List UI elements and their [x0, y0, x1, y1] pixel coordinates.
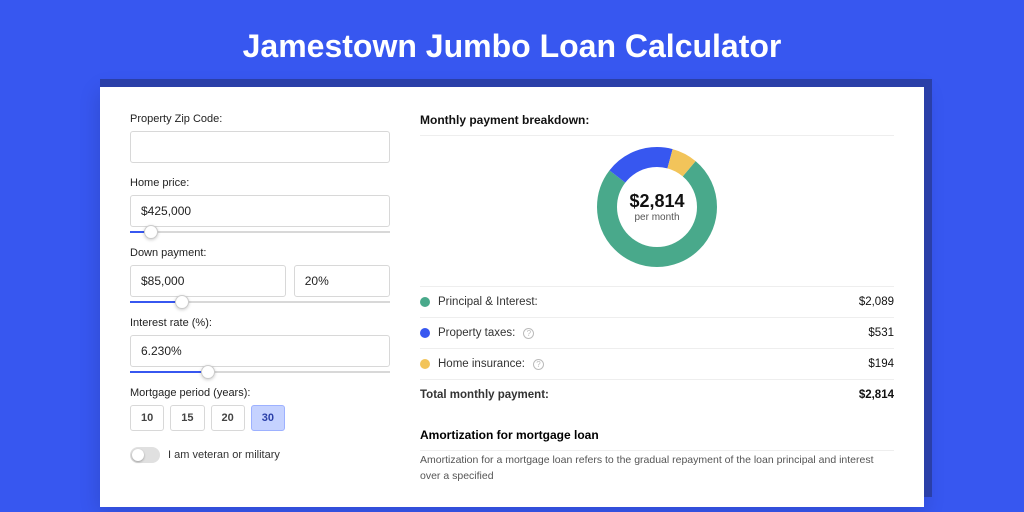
down-payment-percent-input[interactable]	[294, 265, 390, 297]
legend-dot	[420, 328, 430, 338]
breakdown-amount: $194	[868, 358, 894, 370]
breakdown-label: Property taxes:	[438, 327, 515, 339]
divider	[420, 135, 894, 136]
breakdown-list: Principal & Interest: $2,089 Property taxe…	[420, 286, 894, 379]
info-icon[interactable]: ?	[523, 328, 534, 339]
donut-chart: $2,814 per month	[592, 142, 722, 272]
period-field: Mortgage period (years): 1015 2030	[130, 387, 390, 431]
zip-input[interactable]	[130, 131, 390, 163]
breakdown-amount: $531	[868, 327, 894, 339]
period-button-20[interactable]: 20	[211, 405, 245, 431]
breakdown-label: Home insurance:	[438, 358, 525, 370]
period-button-30[interactable]: 30	[251, 405, 285, 431]
page-title: Jamestown Jumbo Loan Calculator	[0, 0, 1024, 87]
amortization-title: Amortization for mortgage loan	[420, 428, 894, 442]
zip-label: Property Zip Code:	[130, 113, 390, 125]
card-shadow-top	[100, 79, 932, 87]
donut-container: $2,814 per month	[420, 138, 894, 286]
home-price-label: Home price:	[130, 177, 390, 189]
period-button-15[interactable]: 15	[170, 405, 204, 431]
interest-rate-slider[interactable]	[130, 371, 390, 373]
legend-dot	[420, 359, 430, 369]
interest-rate-slider-thumb[interactable]	[201, 365, 215, 379]
total-label: Total monthly payment:	[420, 389, 549, 401]
breakdown-row: Home insurance:? $194	[420, 348, 894, 379]
down-payment-slider[interactable]	[130, 301, 390, 303]
breakdown-label: Principal & Interest:	[438, 296, 538, 308]
breakdown-row: Principal & Interest: $2,089	[420, 286, 894, 317]
home-price-slider[interactable]	[130, 231, 390, 233]
down-payment-slider-thumb[interactable]	[175, 295, 189, 309]
donut-center-label: per month	[634, 212, 679, 223]
legend-dot	[420, 297, 430, 307]
zip-field: Property Zip Code:	[130, 113, 390, 163]
info-icon[interactable]: ?	[533, 359, 544, 370]
period-label: Mortgage period (years):	[130, 387, 390, 399]
donut-amount: $2,814	[629, 191, 684, 212]
veteran-label: I am veteran or military	[168, 449, 280, 461]
home-price-input[interactable]	[130, 195, 390, 227]
breakdown-column: Monthly payment breakdown: $2,814 per mo…	[420, 113, 894, 507]
home-price-field: Home price:	[130, 177, 390, 233]
card-shadow-right	[924, 79, 932, 497]
calculator-card: Property Zip Code: Home price: Down paym…	[100, 87, 924, 507]
total-amount: $2,814	[859, 389, 894, 401]
interest-rate-input[interactable]	[130, 335, 390, 367]
toggle-knob	[132, 449, 144, 461]
interest-rate-label: Interest rate (%):	[130, 317, 390, 329]
breakdown-amount: $2,089	[859, 296, 894, 308]
donut-center: $2,814 per month	[592, 142, 722, 272]
down-payment-label: Down payment:	[130, 247, 390, 259]
breakdown-title: Monthly payment breakdown:	[420, 113, 894, 127]
veteran-toggle[interactable]	[130, 447, 160, 463]
veteran-row: I am veteran or military	[130, 447, 390, 463]
down-payment-field: Down payment:	[130, 247, 390, 303]
interest-rate-field: Interest rate (%):	[130, 317, 390, 373]
down-payment-amount-input[interactable]	[130, 265, 286, 297]
amortization-text: Amortization for a mortgage loan refers …	[420, 453, 894, 485]
total-row: Total monthly payment: $2,814	[420, 379, 894, 410]
period-button-group: 1015 2030	[130, 405, 390, 431]
breakdown-row: Property taxes:? $531	[420, 317, 894, 348]
home-price-slider-thumb[interactable]	[144, 225, 158, 239]
form-column: Property Zip Code: Home price: Down paym…	[130, 113, 390, 507]
period-button-10[interactable]: 10	[130, 405, 164, 431]
divider	[420, 450, 894, 451]
